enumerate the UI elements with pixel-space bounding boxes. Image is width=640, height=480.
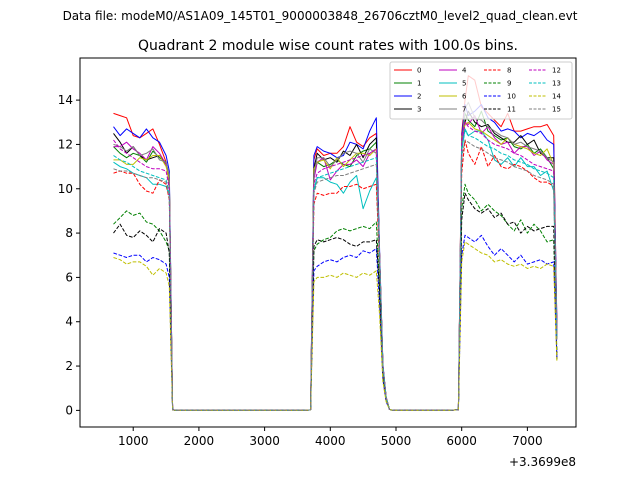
- x-tick-label: 2000: [184, 434, 215, 448]
- x-tick-label: 5000: [381, 434, 412, 448]
- legend-box: [389, 61, 573, 120]
- legend-label-13: 13: [552, 80, 561, 88]
- series-line-15: [113, 139, 558, 411]
- y-tick-label: 0: [65, 403, 73, 417]
- legend-label-11: 11: [507, 106, 516, 114]
- y-tick-label: 4: [65, 315, 73, 329]
- x-tick-label: 1000: [118, 434, 149, 448]
- x-tick-label: 7000: [512, 434, 543, 448]
- legend-label-4: 4: [462, 67, 467, 75]
- y-axis: 0 2 4 6 8 10 12 14: [58, 93, 80, 417]
- series-line-9: [113, 183, 558, 411]
- legend-label-2: 2: [417, 93, 421, 101]
- y-tick-label: 8: [65, 226, 73, 240]
- legend-label-7: 7: [462, 106, 466, 114]
- legend-label-12: 12: [552, 67, 561, 75]
- y-tick-label: 6: [65, 270, 73, 284]
- legend-label-10: 10: [507, 93, 516, 101]
- y-tick-label: 2: [65, 359, 73, 373]
- x-offset-label: +3.3699e8: [509, 455, 576, 469]
- x-tick-label: 6000: [446, 434, 477, 448]
- plot-frame: [79, 57, 577, 428]
- legend-label-0: 0: [417, 67, 421, 75]
- x-tick-label: 4000: [315, 434, 346, 448]
- series-lines: [113, 75, 558, 411]
- legend-label-1: 1: [417, 80, 421, 88]
- y-tick-label: 10: [58, 182, 73, 196]
- legend-label-15: 15: [552, 106, 561, 114]
- legend-label-14: 14: [552, 93, 561, 101]
- x-axis: 1000 2000 3000 4000 5000 6000 7000: [118, 427, 543, 448]
- y-tick-label: 12: [58, 137, 73, 151]
- legend-label-9: 9: [507, 80, 511, 88]
- chart-title: Quadrant 2 module wise count rates with …: [138, 38, 518, 54]
- legend-label-3: 3: [417, 106, 421, 114]
- legend-label-8: 8: [507, 67, 511, 75]
- legend-label-5: 5: [462, 80, 466, 88]
- x-tick-label: 3000: [249, 434, 280, 448]
- data-file-suptitle: Data file: modeM0/AS1A09_145T01_90000038…: [63, 9, 578, 23]
- y-tick-label: 14: [58, 93, 73, 107]
- legend-label-6: 6: [462, 93, 467, 101]
